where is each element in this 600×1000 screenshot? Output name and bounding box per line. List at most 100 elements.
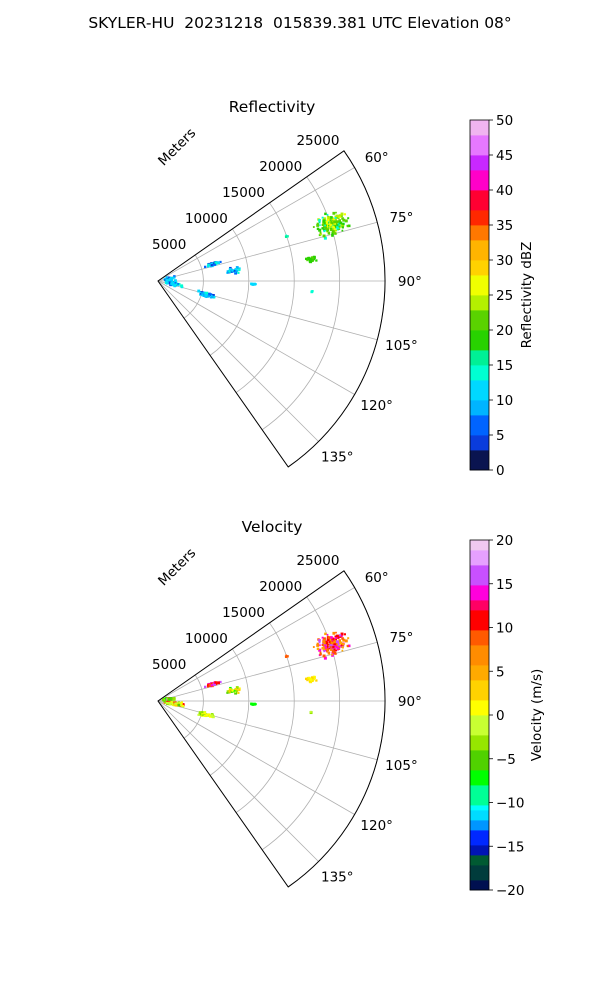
radar-gate bbox=[342, 222, 345, 226]
colorbar-tick-label: 15 bbox=[496, 358, 513, 374]
radar-gate bbox=[338, 645, 341, 648]
angle-tick-label: 60° bbox=[365, 150, 389, 166]
colorbar-swatch bbox=[470, 145, 489, 151]
colorbar-swatch bbox=[470, 395, 489, 401]
radar-gate bbox=[251, 282, 255, 286]
radar-gate bbox=[232, 689, 235, 692]
radar-gate bbox=[304, 677, 308, 681]
radar-gate bbox=[235, 690, 238, 692]
velocity-title: Velocity bbox=[242, 518, 303, 536]
radar-gate bbox=[346, 645, 349, 648]
angle-tick-label: 60° bbox=[365, 570, 389, 586]
radar-gate bbox=[316, 643, 320, 647]
radar-gate bbox=[318, 228, 322, 232]
colorbar-swatch bbox=[470, 185, 489, 191]
radar-gate bbox=[335, 640, 339, 644]
colorbar-tick-label: 20 bbox=[496, 323, 513, 339]
radar-gate bbox=[210, 682, 213, 685]
colorbar-swatch bbox=[470, 285, 489, 291]
polar-sector-outline bbox=[157, 150, 386, 468]
radar-gate bbox=[169, 279, 172, 282]
colorbar-swatch bbox=[470, 580, 489, 586]
colorbar-swatch bbox=[470, 335, 489, 341]
radar-gate bbox=[334, 228, 336, 231]
radar-gate bbox=[166, 279, 168, 281]
radar-gate bbox=[327, 232, 331, 235]
colorbar-swatch bbox=[470, 875, 489, 881]
range-tick-label: 15000 bbox=[222, 605, 265, 621]
radar-gate bbox=[219, 260, 222, 264]
radar-gate bbox=[334, 222, 337, 225]
radar-gate bbox=[234, 271, 238, 275]
colorbar-tick-label: 40 bbox=[496, 183, 513, 199]
colorbar-swatch bbox=[470, 635, 489, 641]
radar-gate bbox=[329, 644, 333, 648]
colorbar-swatch bbox=[470, 220, 489, 226]
radar-gate bbox=[342, 638, 346, 642]
radar-gate bbox=[322, 654, 326, 658]
radar-gate bbox=[319, 653, 322, 656]
radar-gate bbox=[254, 283, 257, 286]
colorbar-swatch bbox=[470, 370, 489, 376]
colorbar-swatch bbox=[470, 620, 489, 626]
radar-gate bbox=[238, 688, 241, 692]
radar-gate bbox=[321, 636, 324, 639]
radar-gate bbox=[181, 284, 183, 287]
radar-gate bbox=[306, 259, 308, 262]
radar-gate bbox=[326, 218, 330, 222]
reflectivity-panel: Reflectivity 5000 10000 15000 20000 25000 60°… bbox=[152, 98, 535, 479]
radar-gate bbox=[324, 224, 326, 227]
radar-gate bbox=[326, 648, 330, 652]
radar-gate bbox=[325, 220, 328, 223]
colorbar-swatch bbox=[470, 775, 489, 781]
radar-gate bbox=[333, 223, 336, 226]
radar-gate bbox=[331, 650, 335, 653]
radar-gate bbox=[174, 281, 177, 284]
radar-gate bbox=[234, 691, 237, 694]
colorbar-swatch bbox=[470, 660, 489, 666]
radar-gate bbox=[210, 684, 213, 687]
colorbar-swatch bbox=[470, 380, 489, 386]
radar-gate bbox=[326, 633, 329, 636]
colorbar-swatch bbox=[470, 665, 489, 671]
radar-gate bbox=[318, 638, 321, 642]
radar-gate bbox=[321, 223, 324, 227]
polar-sector-background bbox=[158, 570, 385, 887]
radar-gate bbox=[182, 703, 185, 705]
colorbar-swatch bbox=[470, 795, 489, 801]
reflectivity-colorbar-label: Reflectivity dBZ bbox=[519, 242, 535, 349]
radar-gate bbox=[334, 635, 338, 639]
colorbar-swatch bbox=[470, 860, 489, 866]
radar-gate bbox=[199, 291, 202, 294]
colorbar-swatch bbox=[470, 560, 489, 566]
colorbar-swatch bbox=[470, 315, 489, 321]
colorbar-swatch bbox=[470, 400, 489, 406]
radar-gate bbox=[306, 679, 308, 682]
colorbar-swatch bbox=[470, 825, 489, 831]
radar-gate bbox=[198, 711, 201, 714]
radar-gate bbox=[312, 646, 315, 648]
radar-gate bbox=[340, 214, 343, 218]
colorbar-swatch bbox=[470, 175, 489, 181]
colorbar-swatch bbox=[470, 295, 489, 301]
radar-gate bbox=[208, 714, 211, 717]
colorbar-swatch bbox=[470, 710, 489, 716]
radar-gate bbox=[167, 697, 171, 701]
reflectivity-title: Reflectivity bbox=[229, 98, 316, 116]
colorbar-swatch bbox=[470, 445, 489, 451]
colorbar-swatch bbox=[470, 300, 489, 306]
radar-gate bbox=[209, 293, 213, 297]
radar-gate bbox=[208, 263, 211, 266]
radar-gate bbox=[341, 229, 344, 232]
colorbar-swatch bbox=[470, 790, 489, 796]
radar-gate bbox=[318, 641, 321, 644]
colorbar-swatch bbox=[470, 450, 489, 456]
colorbar-swatch bbox=[470, 800, 489, 806]
range-ring bbox=[235, 202, 295, 393]
range-tick-label: 10000 bbox=[185, 211, 228, 227]
colorbar-swatch bbox=[470, 835, 489, 841]
colorbar-swatch bbox=[470, 425, 489, 431]
radar-gate bbox=[209, 296, 213, 299]
angle-tick-label: 135° bbox=[321, 869, 354, 885]
colorbar-swatch bbox=[470, 755, 489, 761]
